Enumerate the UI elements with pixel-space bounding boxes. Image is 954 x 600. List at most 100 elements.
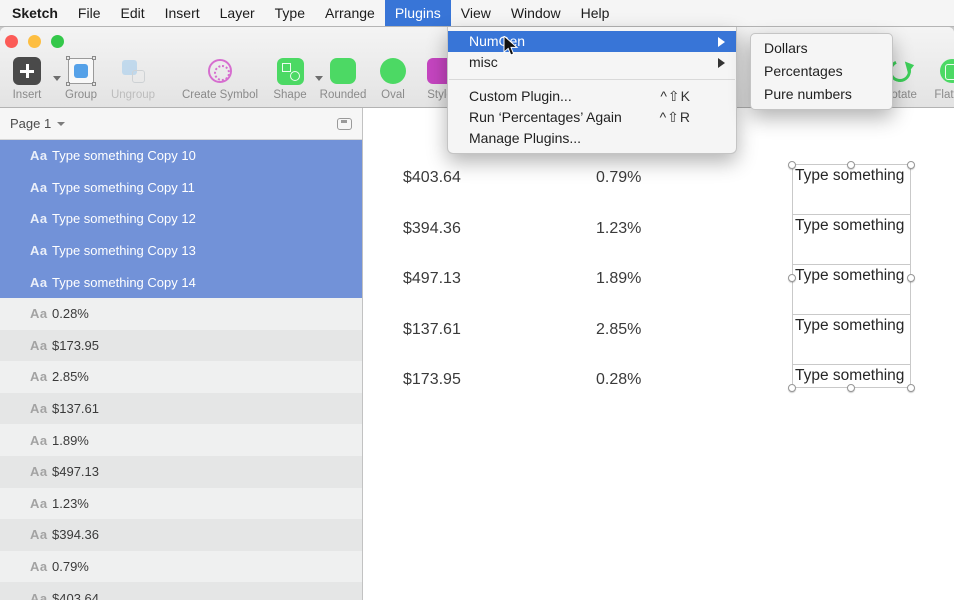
oval-tool-button[interactable]: Oval: [373, 55, 413, 101]
selected-text-layers[interactable]: Type something Type something Type somet…: [788, 161, 915, 392]
chevron-down-icon: [53, 76, 61, 81]
selection-handle[interactable]: [907, 274, 915, 282]
menubar-item-layer[interactable]: Layer: [219, 5, 255, 21]
layer-row[interactable]: Aa $173.95: [0, 329, 362, 362]
layer-row[interactable]: Aa 1.23%: [0, 487, 362, 520]
percent-value-layer[interactable]: 2.85%: [596, 321, 642, 338]
menu-item-manage-plugins[interactable]: Manage Plugins...: [448, 128, 736, 149]
close-window-button[interactable]: [5, 35, 18, 48]
submenu-item-percentages[interactable]: Percentages: [764, 63, 843, 79]
submenu-arrow-icon: [718, 57, 725, 68]
text-layer[interactable]: Type something: [792, 164, 911, 215]
text-layer-icon: Aa: [30, 464, 48, 480]
menubar-item-view[interactable]: View: [460, 5, 491, 21]
menubar-item-plugins[interactable]: Plugins: [384, 0, 451, 26]
oval-tool-label: Oval: [381, 89, 405, 101]
create-symbol-tool-label: Create Symbol: [181, 89, 259, 101]
dollar-value-layer[interactable]: $394.36: [403, 220, 461, 237]
selection-handle[interactable]: [907, 384, 915, 392]
group-tool-button[interactable]: Group: [60, 55, 102, 101]
zoom-window-button[interactable]: [51, 35, 64, 48]
insert-tool-button[interactable]: Insert: [3, 55, 61, 101]
menubar-item-arrange[interactable]: Arrange: [325, 5, 375, 21]
style-tool-label: Style: [427, 89, 453, 101]
menu-shortcut: ^⇧R: [659, 109, 691, 125]
dollar-value-layer[interactable]: $173.95: [403, 371, 461, 388]
dollar-value-layer[interactable]: $497.13: [403, 270, 461, 287]
menubar-item-edit[interactable]: Edit: [120, 5, 145, 21]
ungroup-tool-label: Ungroup: [110, 89, 156, 101]
text-layer-icon: Aa: [30, 559, 48, 575]
dollar-value-layer[interactable]: $403.64: [403, 169, 461, 186]
layer-name: Type something Copy 10: [52, 148, 196, 164]
value-row: $497.13 1.89%: [363, 270, 954, 290]
flatten-tool-button[interactable]: Flatten: [928, 55, 954, 101]
layer-row[interactable]: Aa 0.79%: [0, 550, 362, 583]
layer-row[interactable]: Aa 2.85%: [0, 361, 362, 393]
layer-row[interactable]: Aa Type something Copy 14: [0, 266, 362, 298]
layer-row[interactable]: Aa Type something Copy 11: [0, 171, 362, 204]
layer-name: Type something Copy 14: [52, 274, 196, 290]
page-selector[interactable]: Page 1: [0, 108, 362, 140]
layer-row[interactable]: Aa $137.61: [0, 392, 362, 425]
percent-value-layer[interactable]: 1.89%: [596, 270, 642, 287]
layer-row[interactable]: Aa Type something Copy 10: [0, 140, 362, 172]
rounded-tool-button[interactable]: Rounded: [315, 55, 371, 101]
menu-item-custom-plugin[interactable]: Custom Plugin... ^⇧K: [448, 86, 736, 107]
rounded-rect-icon: [330, 58, 356, 84]
menu-item-misc[interactable]: misc: [448, 52, 736, 73]
menu-shortcut: ^⇧K: [660, 88, 691, 104]
menu-separator: [449, 79, 735, 80]
text-layer[interactable]: Type something: [792, 264, 911, 315]
submenu-item-pure-numbers[interactable]: Pure numbers: [764, 86, 852, 102]
create-symbol-icon: [208, 59, 232, 83]
layer-row[interactable]: Aa 1.89%: [0, 424, 362, 456]
menubar-item-insert[interactable]: Insert: [164, 5, 200, 21]
layer-row[interactable]: Aa Type something Copy 12: [0, 203, 362, 235]
layers-panel-icon[interactable]: [337, 117, 352, 130]
menubar-item-window[interactable]: Window: [510, 5, 561, 21]
minimize-window-button[interactable]: [28, 35, 41, 48]
shape-icon: [276, 57, 304, 85]
menubar-item-file[interactable]: File: [77, 5, 101, 21]
submenu-item-dollars[interactable]: Dollars: [764, 40, 808, 56]
percent-value-layer[interactable]: 1.23%: [596, 220, 642, 237]
selection-handle[interactable]: [847, 384, 855, 392]
layer-name: Type something Copy 13: [52, 243, 196, 259]
menubar-item-sketch[interactable]: Sketch: [12, 5, 58, 21]
layer-name: 0.28%: [52, 306, 89, 322]
layer-row[interactable]: Aa 0.28%: [0, 297, 362, 330]
artboard-canvas[interactable]: $403.64 0.79% $394.36 1.23% $497.13 1.89% $…: [363, 108, 954, 600]
window-controls: [5, 35, 64, 48]
plugins-menu: NumGen misc Custom Plugin... ^⇧K Run ‘Pe…: [447, 27, 737, 154]
layer-row[interactable]: Aa $394.36: [0, 519, 362, 551]
value-row: $394.36 1.23%: [363, 220, 954, 240]
selection-handle[interactable]: [788, 274, 796, 282]
selection-handle[interactable]: [788, 161, 796, 169]
menu-item-numgen[interactable]: NumGen: [448, 31, 736, 52]
menubar-item-type[interactable]: Type: [274, 5, 306, 21]
text-layer[interactable]: Type something: [792, 214, 911, 265]
selection-handle[interactable]: [788, 384, 796, 392]
chevron-down-icon: [315, 76, 323, 81]
layer-row[interactable]: Aa $497.13: [0, 455, 362, 488]
menu-item-label: Run ‘Percentages’ Again: [469, 109, 622, 125]
create-symbol-tool-button[interactable]: Create Symbol: [173, 55, 267, 101]
dollar-value-layer[interactable]: $137.61: [403, 321, 461, 338]
percent-value-layer[interactable]: 0.79%: [596, 169, 642, 186]
text-layer-icon: Aa: [30, 527, 48, 543]
layer-name: 1.89%: [52, 432, 89, 448]
layer-row[interactable]: Aa Type something Copy 13: [0, 234, 362, 267]
text-layer-icon: Aa: [30, 590, 48, 600]
menubar-item-help[interactable]: Help: [580, 5, 610, 21]
text-layer[interactable]: Type something: [792, 314, 911, 365]
shape-tool-button[interactable]: Shape: [267, 55, 323, 101]
percent-value-layer[interactable]: 0.28%: [596, 371, 642, 388]
layer-name: $497.13: [52, 464, 99, 480]
layer-row[interactable]: Aa $403.64: [0, 582, 362, 600]
menu-item-run-again[interactable]: Run ‘Percentages’ Again ^⇧R: [448, 107, 736, 128]
layer-name: $394.36: [52, 527, 99, 543]
insert-icon: [13, 57, 41, 85]
selection-handle[interactable]: [847, 161, 855, 169]
selection-handle[interactable]: [907, 161, 915, 169]
